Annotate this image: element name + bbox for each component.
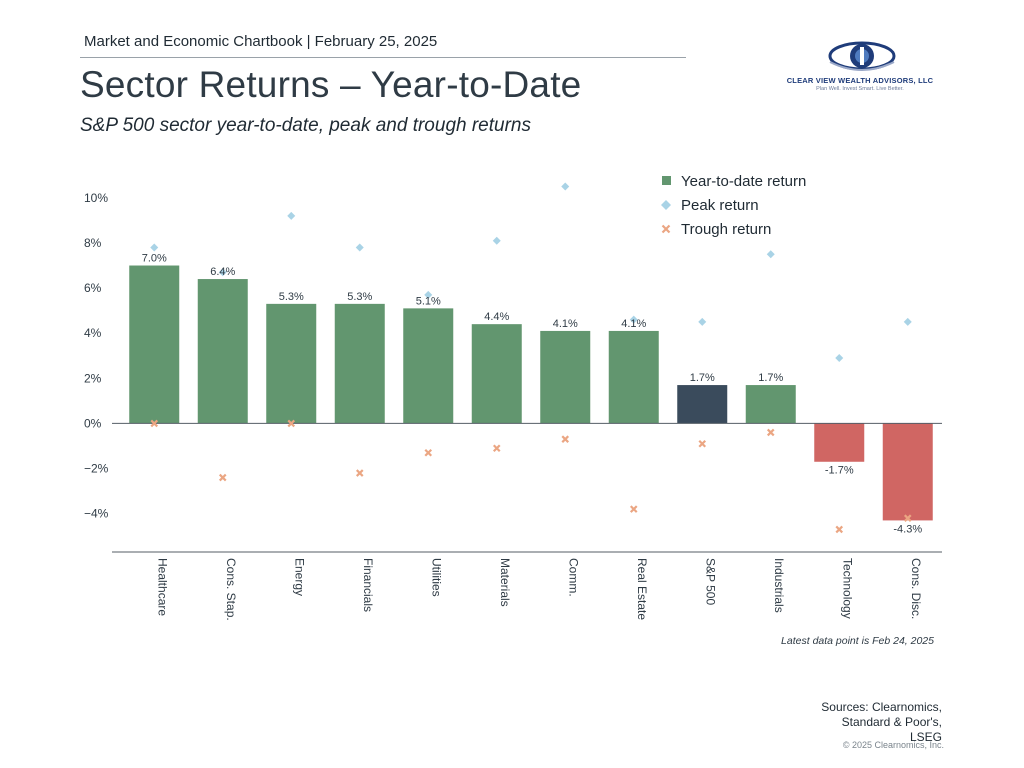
peak-marker [835, 354, 844, 362]
data-label: 4.4% [484, 311, 509, 323]
peak-marker [218, 268, 227, 277]
bar [266, 303, 317, 424]
y-tick-label: −4% [84, 507, 109, 521]
trough-marker [492, 444, 501, 453]
bar [882, 423, 933, 521]
peak-marker [766, 250, 775, 259]
bars-group [129, 265, 933, 521]
peak-marker [150, 243, 159, 252]
bar [677, 385, 728, 424]
trough-marker [355, 469, 364, 477]
peak-marker [903, 317, 912, 326]
data-note: Latest data point is Feb 24, 2025 [781, 635, 934, 647]
data-label: 5.3% [347, 291, 372, 303]
peak-marker [698, 317, 707, 326]
y-tick-label: −2% [84, 462, 109, 476]
x-tick-label: Cons. Disc. [909, 558, 923, 619]
bar [403, 308, 454, 424]
legend-swatch-ytd [662, 176, 671, 185]
trough-marker [424, 448, 433, 457]
peak-marker [424, 290, 433, 299]
trough-marker [150, 419, 159, 428]
trough-marker [766, 428, 775, 437]
x-axis: Healthcare Cons. Stap. Energy Financials Uti… [112, 551, 942, 621]
legend-label-peak: Peak return [681, 197, 759, 214]
y-tick-label: 6% [84, 281, 102, 295]
chart-legend: Year-to-date return Peak return Trough ret… [661, 173, 806, 238]
data-label: 4.1% [553, 318, 578, 330]
data-label: 6.4% [210, 266, 235, 278]
bar [334, 303, 385, 424]
x-tick-label: Utilities [429, 558, 443, 597]
bar [129, 265, 180, 424]
y-tick-label: 2% [84, 371, 102, 385]
data-label: 1.7% [758, 372, 783, 384]
header-divider [80, 57, 686, 58]
peak-marker [492, 236, 501, 245]
data-label: -1.7% [825, 464, 854, 476]
trough-marker [698, 439, 707, 448]
source-line: Standard & Poor's, [841, 715, 942, 729]
x-tick-label: Industrials [772, 558, 786, 613]
source-line: LSEG [909, 730, 942, 744]
peak-marker [287, 211, 296, 220]
x-tick-label: Financials [361, 558, 375, 612]
page-title: Sector Returns – Year-to-Date [80, 64, 582, 105]
source-line: Sources: Clearnomics, [821, 700, 942, 714]
y-tick-label: 0% [84, 416, 102, 430]
legend-label-trough: Trough return [681, 221, 771, 238]
x-tick-label: Healthcare [155, 558, 169, 616]
bar [745, 385, 796, 424]
data-label: 7.0% [142, 253, 167, 265]
y-axis: 10% 8% 6% 4% 2% 0% −2% −4% [84, 191, 109, 521]
trough-marker [629, 505, 638, 513]
trough-marker [903, 514, 912, 522]
company-logo: CLEAR VIEW WEALTH ADVISORS, LLC Plan Wel… [780, 38, 940, 98]
x-tick-label: Energy [292, 558, 306, 596]
x-tick-label: Technology [840, 558, 854, 619]
sources-text: Sources: Clearnomics, Standard & Poor's,… [782, 700, 942, 745]
logo-tagline: Plan Well. Invest Smart. Live Better. [816, 86, 904, 92]
trough-marker [835, 525, 844, 534]
data-label: -4.3% [893, 523, 922, 535]
data-label: 1.7% [690, 372, 715, 384]
chartbook-header: Market and Economic Chartbook | February… [84, 33, 438, 50]
y-tick-label: 8% [84, 236, 102, 250]
peak-marker [629, 315, 638, 324]
bar [471, 324, 522, 424]
trough-marker [218, 473, 227, 482]
logo-company-name: CLEAR VIEW WEALTH ADVISORS, LLC [786, 76, 934, 85]
page-subtitle: S&P 500 sector year-to-date, peak and tr… [80, 115, 531, 136]
copyright-text: © 2025 Clearnomics, Inc. [842, 740, 944, 750]
bar [814, 423, 865, 462]
peak-marker [561, 182, 570, 191]
data-label: 4.1% [621, 318, 646, 330]
data-label: 5.3% [279, 291, 304, 303]
x-tick-label: Cons. Stap. [224, 558, 238, 621]
x-tick-label: Materials [498, 558, 512, 607]
legend-swatch-trough [661, 224, 671, 234]
legend-swatch-peak [661, 200, 671, 210]
bar [608, 330, 659, 424]
legend-label-ytd: Year-to-date return [681, 173, 806, 190]
trough-marker [287, 419, 296, 428]
y-tick-label: 10% [84, 191, 108, 205]
bar [540, 330, 591, 424]
eye-logo-icon [828, 41, 896, 71]
trough-marker [561, 435, 570, 443]
data-label: 5.1% [416, 295, 441, 307]
bar [197, 279, 248, 424]
data-labels-group: 7.0% 6.4% 5.3% 5.3% 5.1% 4.4% 4.1% 4.1% 1.7% 1.7%… [142, 253, 923, 536]
markers-group [150, 182, 912, 534]
y-tick-label: 4% [84, 326, 102, 340]
x-tick-label: Comm. [566, 558, 580, 597]
x-tick-label: Real Estate [635, 558, 649, 620]
x-tick-label: S&P 500 [703, 558, 717, 605]
peak-marker [355, 243, 364, 252]
